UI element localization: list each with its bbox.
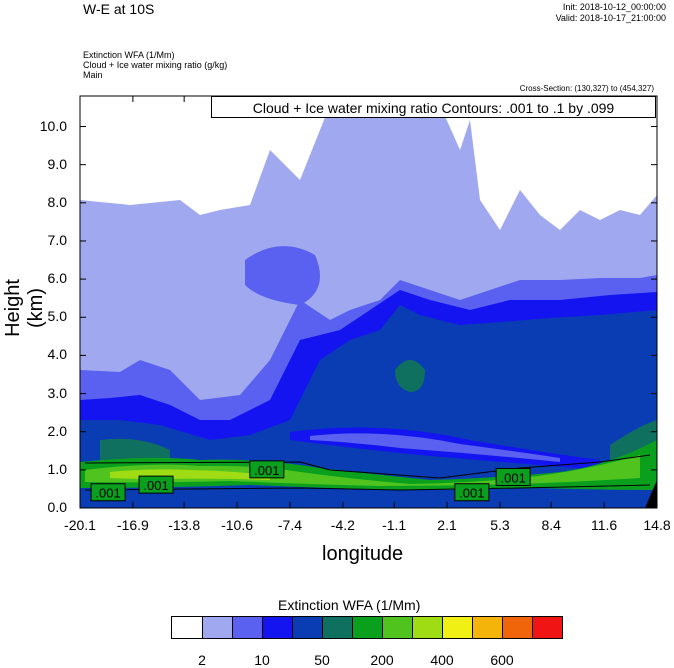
colorbar-label: 2 — [198, 652, 206, 668]
colorbar-swatch — [232, 617, 262, 638]
x-tick-label: -16.9 — [116, 517, 149, 533]
y-tick-label: 2.0 — [47, 422, 67, 439]
colorbar-title: Extinction WFA (1/Mm) — [278, 597, 421, 613]
x-tick-label: 2.1 — [437, 517, 457, 533]
colorbar-swatch — [202, 617, 232, 638]
x-tick-label: -13.8 — [168, 517, 201, 533]
y-tick-label: 5.0 — [47, 308, 67, 325]
colorbar-label: 10 — [254, 652, 270, 668]
contour-label-box — [138, 475, 174, 494]
y-tick-label: 0.0 — [47, 499, 67, 515]
colorbar-swatch — [322, 617, 352, 638]
colorbar-label: 600 — [490, 652, 514, 668]
colorbar-label: 50 — [314, 652, 330, 668]
y-tick-label: 3.0 — [47, 384, 67, 401]
contour-label: .001 — [501, 470, 526, 485]
field-main: Main — [83, 70, 103, 80]
extinction-field — [80, 96, 657, 508]
contour-label: .001 — [143, 478, 168, 493]
contour-label-box — [249, 460, 285, 479]
y-tick-label: 9.0 — [47, 155, 67, 172]
contour-labels: .001 .001 .001 .001 .001 — [90, 460, 531, 502]
colorbar-swatch — [172, 617, 202, 638]
colorbar-swatch — [502, 617, 532, 638]
y-tick-label: 6.0 — [47, 270, 67, 287]
colorbar-swatch — [412, 617, 442, 638]
x-tick-label: -7.4 — [277, 517, 303, 533]
y-tick-label: 10.0 — [39, 117, 67, 134]
chart-title: W-E at 10S — [83, 1, 155, 17]
y-tick-label: 8.0 — [47, 193, 67, 210]
contour-info-box: Cloud + Ice water mixing ratio Contours:… — [211, 96, 656, 118]
field-description: Extinction WFA (1/Mm) Cloud + Ice water … — [83, 50, 227, 80]
x-tick-label: 11.6 — [590, 517, 618, 533]
x-tick-label: 5.3 — [490, 517, 510, 533]
cross-section-label: Cross-Section: (130,327) to (454,327) — [519, 84, 654, 93]
x-axis-label: longitude — [322, 543, 404, 565]
colorbar-swatch — [472, 617, 502, 638]
contour-lines — [84, 454, 651, 491]
contour-label: .001 — [254, 463, 279, 478]
contour-label: .001 — [459, 486, 484, 501]
contour-label-box — [454, 483, 490, 502]
colorbar-swatch — [382, 617, 412, 638]
colorbar-swatch — [292, 617, 322, 638]
init-time: Init: 2018-10-12_00:00:00 — [562, 2, 666, 12]
colorbar-label: 200 — [370, 652, 394, 668]
init-valid-times: Init: 2018-10-12_00:00:00 Valid: 2018-10… — [556, 2, 666, 24]
field-cloud-ice: Cloud + Ice water mixing ratio (g/kg) — [83, 60, 228, 70]
contour-label-box — [495, 467, 531, 486]
colorbar-swatch — [352, 617, 382, 638]
colorbar-swatch — [442, 617, 472, 638]
contour-label-box — [90, 483, 126, 502]
x-tick-label: -1.1 — [382, 517, 407, 533]
x-tick-label: -20.1 — [64, 517, 96, 533]
colorbar-swatch — [532, 617, 562, 638]
y-axis-label: Height (km) — [2, 279, 47, 337]
x-tick-label: 8.4 — [541, 517, 561, 533]
y-tick-label: 4.0 — [47, 346, 67, 363]
y-tick-label: 7.0 — [47, 231, 67, 248]
contour-label: .001 — [95, 486, 120, 501]
colorbar-label: 400 — [430, 652, 454, 668]
x-tick-label: -10.6 — [221, 517, 254, 533]
colorbar — [171, 616, 563, 639]
x-tick-label: 14.8 — [643, 517, 671, 533]
y-tick-label: 1.0 — [47, 460, 67, 477]
colorbar-swatch — [262, 617, 292, 638]
x-tick-label: -4.2 — [330, 517, 355, 533]
valid-time: Valid: 2018-10-17_21:00:00 — [555, 13, 666, 23]
field-extinction: Extinction WFA (1/Mm) — [83, 50, 175, 60]
